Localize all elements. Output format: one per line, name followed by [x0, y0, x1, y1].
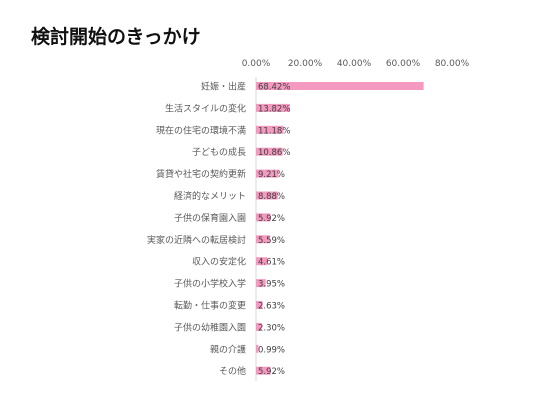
data-label: 0.99% — [258, 345, 285, 355]
data-label: 10.86% — [258, 148, 290, 158]
category-label: 子供の小学校入学 — [174, 278, 246, 290]
x-tick-label: 20.00% — [288, 59, 323, 69]
data-label: 5.59% — [258, 236, 285, 246]
data-label: 2.63% — [258, 302, 285, 312]
category-label: その他 — [219, 365, 246, 377]
category-label: 経済的なメリット — [174, 190, 246, 202]
bar — [256, 366, 271, 375]
data-label: 8.88% — [258, 192, 285, 202]
category-label: 賃貸や社宅の契約更新 — [156, 168, 246, 180]
bar — [256, 301, 263, 309]
data-label: 4.61% — [258, 258, 285, 268]
category-label: 子供の幼稚園入園 — [174, 321, 246, 333]
data-label: 13.82% — [258, 104, 290, 114]
chart-title: 検討開始のきっかけ — [31, 26, 201, 48]
data-label: 3.95% — [258, 280, 285, 290]
bar — [256, 213, 271, 222]
category-label: 生活スタイルの変化 — [165, 102, 246, 114]
bar — [256, 125, 284, 134]
data-label: 5.92% — [258, 367, 285, 377]
bar — [256, 235, 270, 244]
bar — [256, 103, 290, 112]
bar — [256, 147, 283, 156]
data-label: 11.18% — [258, 126, 290, 136]
x-tick-label: 80.00% — [435, 59, 470, 69]
x-tick-label: 60.00% — [386, 59, 421, 69]
bar — [256, 322, 262, 331]
category-label: 子どもの成長 — [192, 146, 246, 158]
x-tick-label: 40.00% — [337, 59, 372, 69]
bar — [256, 191, 278, 200]
bar — [256, 257, 268, 266]
category-label: 転勤・仕事の変更 — [174, 300, 246, 312]
data-label: 9.21% — [258, 170, 285, 180]
category-label: 子供の保育園入園 — [174, 212, 246, 224]
data-label: 5.92% — [258, 214, 285, 224]
category-label: 親の介護 — [210, 343, 246, 355]
bar — [256, 82, 424, 90]
category-label: 現在の住宅の環境不満 — [156, 124, 246, 136]
category-label: 収入の安定化 — [192, 256, 246, 268]
bar — [256, 279, 266, 288]
data-label: 68.42% — [258, 83, 290, 93]
bar — [256, 169, 279, 178]
data-label: 2.30% — [258, 323, 285, 333]
bar — [256, 344, 259, 353]
category-label: 実家の近隣への転居検討 — [147, 234, 246, 246]
category-label: 妊娠・出産 — [201, 81, 246, 93]
x-tick-label: 0.00% — [242, 59, 271, 69]
